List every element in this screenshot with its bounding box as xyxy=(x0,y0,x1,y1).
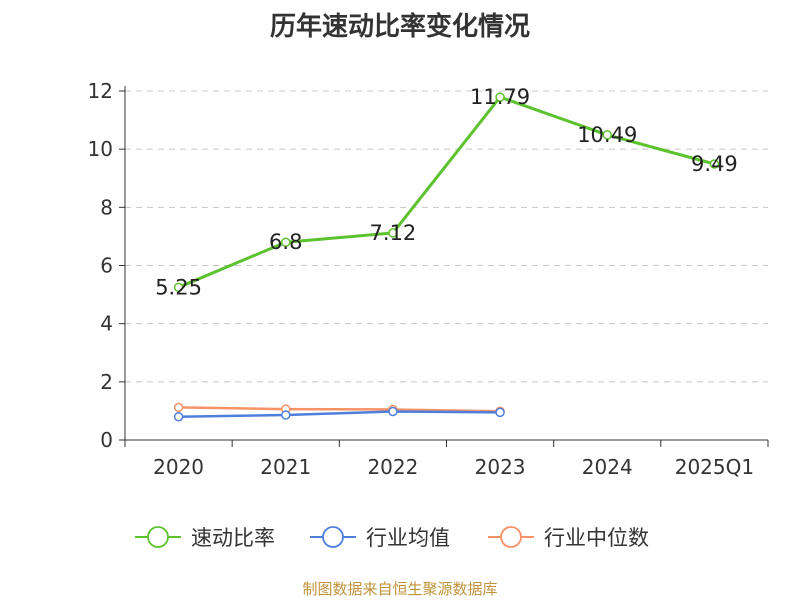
data-label: 11.79 xyxy=(470,85,530,109)
y-tick-label: 8 xyxy=(100,195,113,219)
data-label: 10.49 xyxy=(577,123,637,147)
data-label: 9.49 xyxy=(691,152,738,176)
series-line xyxy=(178,406,501,413)
x-tick-label: 2025Q1 xyxy=(675,455,754,479)
data-point[interactable] xyxy=(495,407,505,418)
axes: 0 2 4 6 8 10 12 2020 2021 2022 2023 2024 2025Q1 xyxy=(88,79,769,479)
series-line xyxy=(178,410,501,418)
y-tick-label: 6 xyxy=(100,254,113,278)
series-line xyxy=(178,95,715,289)
data-point[interactable] xyxy=(173,282,184,293)
data-point[interactable] xyxy=(602,130,612,140)
data-point[interactable] xyxy=(388,406,398,417)
x-tick-label: 2024 xyxy=(582,455,633,479)
x-tick-label: 2023 xyxy=(475,455,526,479)
data-labels: 5.25 6.8 7.12 11.79 10.49 9.49 xyxy=(155,85,738,299)
y-tick-label: 12 xyxy=(88,79,113,103)
legend-item[interactable]: 速动比率 xyxy=(135,526,275,550)
data-point[interactable] xyxy=(388,228,398,238)
x-tick-label: 2021 xyxy=(260,455,311,479)
legend[interactable]: 速动比率 行业均值 行业中位数 xyxy=(135,526,649,550)
legend-item[interactable]: 行业均值 xyxy=(310,526,450,550)
chart-title: 历年速动比率变化情况 xyxy=(269,12,530,42)
legend-marker xyxy=(147,526,169,548)
legend-marker xyxy=(500,526,522,548)
data-point[interactable] xyxy=(173,411,184,422)
data-point[interactable] xyxy=(281,237,291,247)
y-tick-label: 4 xyxy=(100,312,113,336)
y-tick-label: 2 xyxy=(100,370,113,394)
y-tick-label: 10 xyxy=(88,137,113,161)
legend-item[interactable]: 行业中位数 xyxy=(488,526,649,550)
legend-label: 行业均值 xyxy=(366,526,450,550)
data-label: 5.25 xyxy=(155,275,202,299)
data-label: 7.12 xyxy=(370,221,417,245)
data-point[interactable] xyxy=(495,92,505,102)
legend-label: 行业中位数 xyxy=(544,526,649,550)
source-note: 制图数据来自恒生聚源数据库 xyxy=(302,580,498,598)
legend-marker xyxy=(322,526,344,548)
legend-label: 速动比率 xyxy=(191,526,275,550)
data-point[interactable] xyxy=(173,402,184,413)
data-label: 6.8 xyxy=(269,230,302,254)
series-group xyxy=(173,92,720,422)
y-tick-label: 0 xyxy=(100,428,113,452)
x-tick-label: 2020 xyxy=(153,455,204,479)
data-point[interactable] xyxy=(709,159,720,169)
x-tick-label: 2022 xyxy=(367,455,418,479)
grid-lines xyxy=(125,90,768,383)
data-point[interactable] xyxy=(281,410,291,420)
